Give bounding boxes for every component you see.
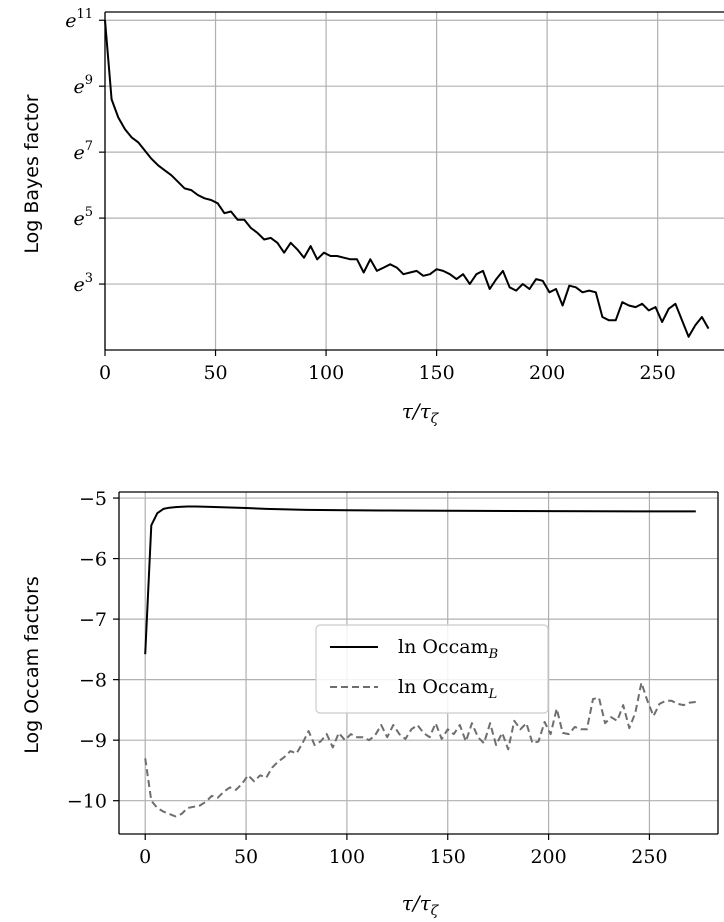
x-tick-label: 50 — [234, 846, 258, 868]
axes-frame-2 — [118, 491, 719, 835]
legend-label-occam-l-sub: L — [488, 687, 498, 702]
legend-label-occam-l-main: ln Occam — [398, 676, 489, 698]
occam-factors-plot: 0 50 100 150 200 250 −10 −9 −8 −7 −6 −5 Log Occam f… — [21, 488, 719, 919]
axes-frame-1 — [104, 11, 724, 351]
x-tick-label: 0 — [139, 846, 151, 868]
bayes-factor-plot: 0 50 100 150 200 250 e3 e5 e7 e9 e11 Log Bayes fac… — [21, 7, 724, 427]
x-axis-label-2-sub: ζ — [431, 903, 440, 919]
x-tick-label: 50 — [203, 362, 227, 384]
x-tick-label: 250 — [640, 362, 676, 384]
y-tick-label: −7 — [79, 609, 107, 631]
ticks-2: 0 50 100 150 200 250 −10 −9 −8 −7 −6 −5 — [67, 488, 668, 868]
y-tick-label: e7 — [73, 139, 93, 164]
x-tick-label: 0 — [99, 362, 111, 384]
x-tick-label: 100 — [308, 362, 344, 384]
x-tick-label: 250 — [631, 846, 667, 868]
series-2 — [144, 505, 696, 818]
x-tick-label: 150 — [430, 846, 466, 868]
y-tick-label: e9 — [73, 73, 93, 98]
y-tick-label: −5 — [79, 488, 107, 510]
legend-label-occam-l: ln OccamL — [398, 676, 497, 702]
y-axis-label-2: Log Occam factors — [21, 576, 43, 754]
y-tick-label: e11 — [65, 7, 93, 32]
y-tick-label: e5 — [73, 205, 93, 230]
x-axis-label-1-main: τ/τ — [402, 399, 432, 423]
x-tick-label: 200 — [530, 846, 566, 868]
ticks-1: 0 50 100 150 200 250 e3 e5 e7 e9 e11 — [65, 7, 676, 384]
x-axis-label-2: τ/τζ — [402, 891, 440, 919]
legend-label-occam-b-sub: B — [488, 647, 499, 662]
y-tick-label: −9 — [79, 730, 107, 752]
x-tick-label: 200 — [529, 362, 565, 384]
series-line-1 — [144, 505, 696, 655]
series-1 — [104, 20, 710, 338]
legend-label-occam-b: ln OccamB — [398, 636, 498, 662]
y-tick-label: −8 — [79, 670, 107, 692]
y-tick-label: −10 — [67, 791, 107, 813]
series-line-1 — [104, 20, 710, 338]
x-axis-label-1-sub: ζ — [431, 411, 440, 427]
legend: ln OccamB ln OccamL — [315, 624, 549, 714]
y-tick-label: e3 — [73, 271, 93, 296]
x-axis-label-1: τ/τζ — [402, 399, 440, 427]
y-axis-label-1: Log Bayes factor — [21, 94, 43, 253]
series-line-2 — [144, 681, 696, 818]
x-axis-label-2-main: τ/τ — [402, 891, 432, 915]
y-tick-label: −6 — [79, 549, 107, 571]
x-tick-label: 150 — [418, 362, 454, 384]
x-tick-label: 100 — [329, 846, 365, 868]
legend-label-occam-b-main: ln Occam — [398, 636, 489, 658]
grid-1 — [104, 12, 724, 350]
